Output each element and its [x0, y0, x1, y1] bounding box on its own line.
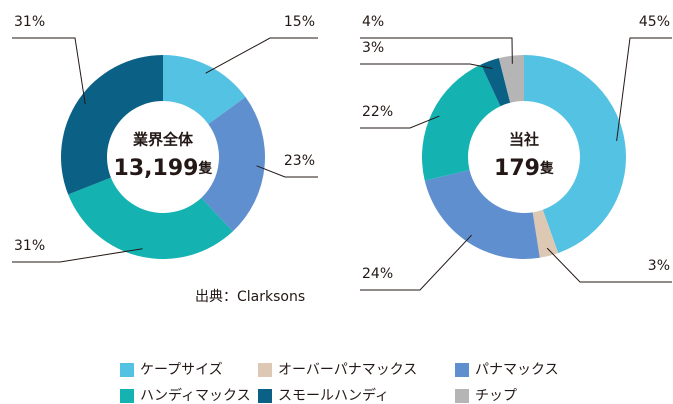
value-label: 3%: [362, 40, 384, 56]
leader-line: [360, 63, 493, 69]
center-number: 13,199: [114, 156, 199, 181]
leader-line: [360, 115, 440, 129]
legend-swatch: [455, 363, 469, 377]
value-label: 15%: [284, 14, 315, 30]
leader-line: [12, 248, 143, 263]
leader-line: [360, 37, 513, 64]
slice: [498, 55, 524, 103]
value-label: 3%: [648, 258, 670, 274]
slice: [532, 209, 559, 258]
center-title: 当社: [509, 131, 539, 149]
legend-swatch: [120, 363, 134, 377]
slice: [424, 169, 540, 259]
legend-label: ハンディマックス: [140, 387, 251, 404]
leader-line: [360, 234, 472, 291]
legend-label: パナマックス: [475, 362, 559, 378]
value-label: 31%: [14, 14, 45, 30]
legend-label: チップ: [475, 388, 517, 404]
leader-line: [12, 37, 86, 105]
leader-line: [546, 247, 672, 283]
value-label: 23%: [284, 153, 315, 169]
legend-label: スモールハンディ: [278, 387, 389, 404]
center-value: 13,199隻: [114, 156, 213, 181]
slice: [60, 55, 163, 195]
slice: [524, 55, 627, 254]
center-number: 179: [494, 156, 540, 181]
slice: [201, 97, 266, 232]
source: 出典：Clarksons: [195, 289, 305, 305]
value-label: 22%: [362, 104, 393, 120]
slice: [480, 58, 511, 107]
leader-line: [205, 37, 318, 74]
slice: [68, 177, 233, 259]
legend-swatch: [120, 389, 134, 403]
slice: [163, 55, 246, 125]
leader-line: [256, 165, 318, 178]
legend-label: ケープサイズ: [140, 362, 223, 378]
leader-line: [616, 37, 672, 142]
slice: [422, 64, 501, 181]
center-unit: 隻: [539, 160, 554, 177]
legend-swatch: [455, 389, 469, 403]
center-title: 業界全体: [132, 131, 194, 149]
legend-swatch: [258, 363, 272, 377]
legend-label: オーバーパナマックス: [278, 362, 417, 378]
value-label: 4%: [362, 14, 384, 30]
center-value: 179隻: [494, 156, 554, 181]
center-unit: 隻: [197, 160, 212, 177]
value-label: 24%: [362, 266, 393, 282]
legend-swatch: [258, 389, 272, 403]
value-label: 45%: [639, 14, 670, 30]
value-label: 31%: [14, 238, 45, 254]
